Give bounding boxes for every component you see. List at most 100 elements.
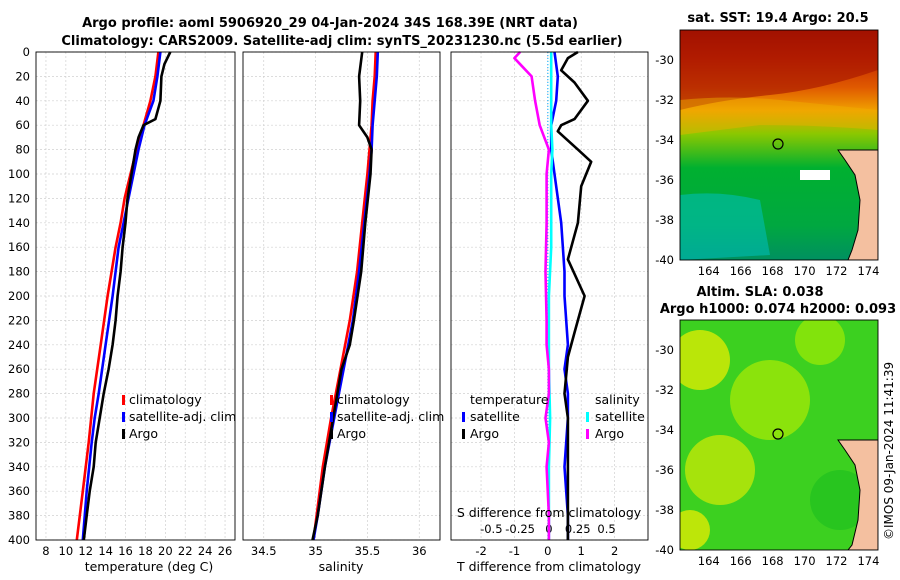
x-tick-label: 20 (158, 544, 173, 558)
x-tick-label: 35.5 (355, 544, 381, 558)
map-x-tick-label: 174 (857, 264, 879, 278)
legend-s-satellite-swatch (586, 412, 589, 422)
figure-title-line1: Argo profile: aoml 5906920_29 04-Jan-202… (82, 16, 578, 31)
panel-frame (35, 51, 236, 541)
x-tick-label: 35 (308, 544, 323, 558)
map-x-tick-label: 168 (762, 264, 784, 278)
map-y-tick-label: -32 (655, 93, 674, 107)
sla-map-frame (679, 319, 879, 551)
depth-tick-label: 340 (8, 460, 30, 474)
depth-tick-label: 380 (8, 509, 30, 523)
x-tick-label: -1 (509, 544, 520, 558)
sla-low-region (810, 470, 870, 530)
legend-satellite: satellite-adj. clim (337, 409, 444, 424)
legend-climatology: climatology (337, 392, 410, 407)
front-region (680, 97, 878, 135)
depth-tick-label: 320 (8, 435, 30, 449)
series-line-t-satellite (549, 51, 570, 540)
watermark: ©IMOS 09-Jan-2024 11:41:39 (882, 362, 896, 540)
legend-s-argo-swatch (586, 429, 589, 439)
x-tick-label: 34.5 (251, 544, 277, 558)
map-x-tick-label: 164 (698, 264, 720, 278)
s-tick-label: -0.5 (480, 522, 502, 536)
legend-t-satellite: satellite (470, 409, 520, 424)
s-tick-label: 0.5 (597, 522, 615, 536)
panel-frame (242, 51, 441, 541)
depth-tick-label: 280 (8, 387, 30, 401)
series-line-s-satellite (547, 52, 554, 540)
depth-tick-label: 360 (8, 484, 30, 498)
series-line-t-argo (556, 50, 593, 540)
map-y-tick-label: -40 (655, 543, 674, 557)
difference-legend: temperature satellite Argo salinity sate… (462, 392, 645, 441)
x-tick-label: 12 (78, 544, 93, 558)
map-y-tick-label: -34 (655, 423, 674, 437)
depth-tick-label: 300 (8, 411, 30, 425)
map-y-tick-label: -30 (655, 53, 674, 67)
x-tick-label: 1 (578, 544, 585, 558)
sla-map: Altim. SLA: 0.038 Argo h1000: 0.074 h200… (655, 285, 896, 568)
sla-map-title: Altim. SLA: 0.038 (697, 285, 824, 300)
depth-tick-label: 200 (8, 289, 30, 303)
x-tick-label: 24 (198, 544, 213, 558)
legend-argo: Argo (129, 426, 158, 441)
x-tick-label: 26 (218, 544, 233, 558)
legend-t-argo-swatch (462, 429, 465, 439)
x-tick-label: 22 (178, 544, 193, 558)
salinity-panel: 34.5 35 35.5 36 (242, 51, 441, 558)
map-y-tick-label: -30 (655, 343, 674, 357)
map-y-tick-label: -40 (655, 253, 674, 267)
sst-map: sat. SST: 19.4 Argo: 20.5 164 166 168 170 17… (655, 11, 879, 278)
x-tick-label: 10 (59, 544, 74, 558)
x-tick-label: -2 (475, 544, 486, 558)
depth-tick-label: 160 (8, 240, 30, 254)
series-line-satellite-adj-clim (81, 51, 162, 541)
series-line-argo (311, 51, 373, 541)
warm-water-region (680, 30, 878, 110)
series-line-climatology (75, 51, 160, 541)
legend-argo-swatch (122, 429, 125, 439)
sla-high-region (795, 320, 845, 365)
map-y-tick-label: -36 (655, 463, 674, 477)
cloud-mask (800, 170, 830, 180)
legend-climatology: climatology (129, 392, 202, 407)
map-y-tick-label: -38 (655, 503, 674, 517)
salinity-xlabel: salinity (319, 559, 364, 574)
legend-climatology-swatch (330, 395, 333, 405)
legend-t-argo: Argo (470, 426, 499, 441)
map-x-tick-label: 170 (794, 554, 816, 568)
x-tick-label: 0 (544, 544, 551, 558)
map-y-tick-label: -34 (655, 133, 674, 147)
difference-panel: -2 -1 0 1 2-0.5 -0.25 0 0.25 0.5 (450, 50, 649, 558)
depth-tick-label: 60 (15, 118, 30, 132)
legend-satellite-swatch (122, 412, 125, 422)
temperature-legend: climatology satellite-adj. clim Argo (122, 392, 236, 441)
x-tick-label: 16 (118, 544, 133, 558)
gridlines (36, 51, 235, 541)
sst-map-title: sat. SST: 19.4 Argo: 20.5 (687, 11, 868, 26)
depth-tick-label: 140 (8, 216, 30, 230)
legend-argo: Argo (337, 426, 366, 441)
map-x-tick-label: 166 (730, 554, 752, 568)
depth-tick-label: 260 (8, 362, 30, 376)
legend-satellite: satellite-adj. clim (129, 409, 236, 424)
depth-tick-label: 240 (8, 338, 30, 352)
map-x-tick-label: 172 (826, 554, 848, 568)
cool-water-region (680, 193, 770, 260)
map-y-tick-label: -32 (655, 383, 674, 397)
x-tick-label: 36 (412, 544, 427, 558)
land-mass (837, 439, 878, 550)
t-difference-xlabel: T difference from climatology (456, 559, 642, 574)
legend-satellite-swatch (330, 412, 333, 422)
s-tick-label: -0.25 (505, 522, 535, 536)
map-x-tick-label: 166 (730, 264, 752, 278)
temperature-xlabel: temperature (deg C) (85, 559, 214, 574)
x-tick-label: 8 (42, 544, 49, 558)
series-line-argo (82, 51, 172, 541)
map-x-tick-label: 168 (762, 554, 784, 568)
depth-tick-label: 80 (15, 143, 30, 157)
series-line-climatology (312, 51, 377, 541)
depth-tick-label: 120 (8, 191, 30, 205)
series-line-s-argo (513, 51, 551, 540)
sst-map-frame (679, 29, 879, 261)
